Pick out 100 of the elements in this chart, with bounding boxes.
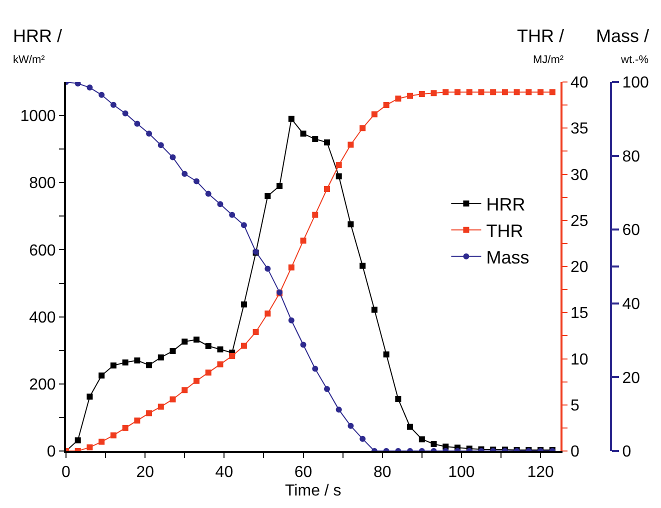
y-tick-label: 0	[46, 444, 56, 461]
point	[86, 444, 93, 450]
point	[514, 89, 520, 96]
point	[360, 436, 366, 442]
legend-label: HRR	[486, 194, 526, 215]
point	[134, 418, 140, 424]
point	[300, 130, 306, 137]
point	[454, 89, 460, 96]
point	[86, 394, 93, 400]
point	[170, 154, 176, 160]
y3-axis-title: Mass / wt.-%	[596, 26, 650, 66]
point	[134, 120, 140, 127]
point	[182, 387, 188, 394]
point	[312, 136, 318, 142]
point	[146, 410, 152, 416]
x-tick-label: 40	[215, 464, 234, 482]
point	[182, 170, 188, 177]
y2-tick-label: 25	[570, 212, 588, 230]
point	[348, 221, 354, 228]
y-tick-label: 600	[29, 242, 56, 260]
point	[430, 440, 437, 447]
y2-tick-label: 20	[570, 259, 588, 276]
x-tick-label: 20	[136, 464, 154, 482]
y2-tick-label: 35	[570, 120, 588, 138]
point	[336, 406, 342, 413]
point	[205, 190, 212, 197]
point	[312, 212, 318, 218]
point	[170, 396, 176, 402]
point	[300, 238, 306, 244]
point	[122, 359, 128, 366]
point	[240, 222, 247, 228]
point	[217, 346, 224, 352]
y-tick-label: 800	[29, 175, 56, 192]
point	[229, 352, 236, 359]
point	[300, 342, 306, 348]
y-tick-label: 1000	[20, 108, 56, 126]
point	[158, 354, 164, 360]
point	[526, 89, 532, 96]
point	[360, 125, 366, 132]
point	[371, 306, 378, 313]
x-tick-label: 0	[62, 464, 71, 482]
y2-tick-label: 40	[570, 74, 588, 92]
y3-tick-label: 0	[622, 444, 632, 461]
point	[98, 372, 105, 379]
point	[146, 362, 152, 368]
point	[182, 338, 188, 345]
point	[264, 266, 271, 272]
y2-tick-label: 5	[570, 397, 580, 414]
x-axis-title: Time / s	[285, 482, 342, 500]
y3-tick-label: 80	[622, 148, 640, 166]
point	[371, 111, 378, 118]
point	[312, 366, 318, 372]
point	[122, 110, 128, 116]
point	[205, 343, 212, 349]
point	[146, 130, 152, 137]
point	[134, 357, 140, 364]
point	[205, 370, 212, 376]
point	[252, 329, 259, 335]
point	[110, 362, 116, 368]
point	[336, 173, 342, 180]
point	[98, 92, 105, 98]
point	[442, 89, 449, 96]
y2-axis-title: THR / MJ/m²	[517, 26, 564, 66]
point	[407, 424, 414, 430]
legend-label: THR	[486, 220, 524, 241]
point	[466, 89, 472, 96]
point	[336, 162, 342, 168]
legend-label: Mass	[486, 247, 530, 268]
point	[217, 361, 224, 368]
point	[324, 186, 330, 192]
point	[86, 84, 93, 91]
y-tick-label: 200	[29, 376, 56, 394]
y2-tick-label: 30	[570, 166, 588, 184]
point	[217, 201, 224, 208]
y2-tick-label: 15	[570, 305, 588, 322]
point	[348, 142, 354, 148]
point	[383, 102, 390, 108]
y-tick-label: 400	[29, 309, 56, 326]
point	[110, 102, 116, 108]
point	[324, 139, 330, 146]
point	[170, 348, 176, 354]
y3-tick-label: 60	[622, 222, 640, 240]
point	[418, 90, 425, 97]
point	[490, 89, 496, 96]
point	[194, 178, 200, 184]
point	[395, 96, 402, 102]
point	[194, 378, 200, 384]
point	[98, 438, 105, 445]
point	[383, 351, 390, 358]
point	[276, 182, 283, 189]
point	[549, 89, 556, 96]
y-axis-title: HRR / kW/m²	[13, 26, 62, 66]
point	[240, 301, 247, 308]
point	[110, 432, 116, 438]
x-tick-label: 80	[373, 464, 392, 482]
point	[395, 396, 402, 402]
point	[478, 89, 484, 96]
point	[360, 262, 366, 269]
x-tick-label: 60	[294, 464, 312, 482]
y3-tick-label: 20	[622, 370, 640, 387]
